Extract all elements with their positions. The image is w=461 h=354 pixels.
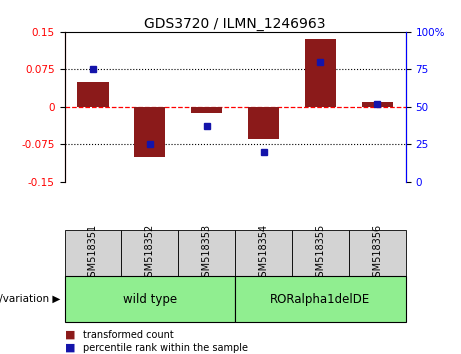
Text: GSM518351: GSM518351	[88, 223, 98, 283]
Text: ■: ■	[65, 343, 75, 353]
Bar	[65, 230, 121, 276]
Bar	[349, 230, 406, 276]
Text: GSM518356: GSM518356	[372, 223, 382, 283]
Text: GSM518353: GSM518353	[201, 223, 212, 283]
Text: genotype/variation ▶: genotype/variation ▶	[0, 294, 60, 304]
Text: percentile rank within the sample: percentile rank within the sample	[83, 343, 248, 353]
Text: GSM518355: GSM518355	[315, 223, 325, 283]
Text: RORalpha1delDE: RORalpha1delDE	[270, 293, 371, 306]
Bar	[121, 230, 178, 276]
Bar	[178, 230, 235, 276]
Bar	[235, 276, 406, 322]
Text: GSM518352: GSM518352	[145, 223, 155, 283]
Title: GDS3720 / ILMN_1246963: GDS3720 / ILMN_1246963	[144, 17, 326, 31]
Bar	[77, 82, 109, 107]
Bar	[292, 230, 349, 276]
Bar	[248, 107, 279, 139]
Bar	[235, 230, 292, 276]
Bar	[191, 107, 222, 114]
Bar	[65, 276, 235, 322]
Bar	[361, 102, 393, 107]
Text: wild type: wild type	[123, 293, 177, 306]
Bar	[305, 39, 336, 107]
Text: GSM518354: GSM518354	[259, 223, 269, 283]
Text: ■: ■	[65, 330, 75, 339]
Bar	[134, 107, 165, 157]
Text: transformed count: transformed count	[83, 330, 174, 339]
